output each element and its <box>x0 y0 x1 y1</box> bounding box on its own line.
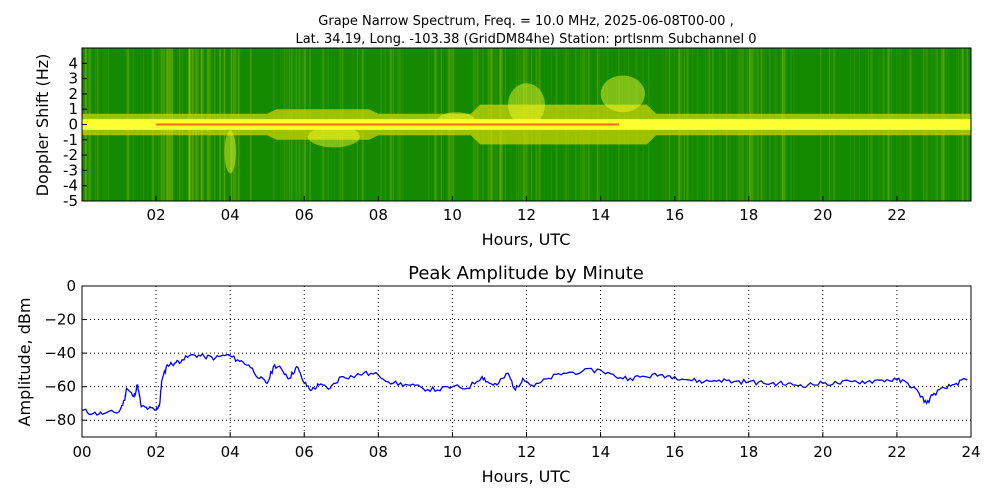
spectrogram-feature <box>308 126 360 148</box>
spectrogram-y-tick-label: 1 <box>68 100 78 118</box>
spectrogram-x-label: Hours, UTC <box>482 230 571 249</box>
spectrogram-y-tick-label: -2 <box>63 146 78 164</box>
spectrogram-x-tick-label: 20 <box>813 206 832 224</box>
amplitude-y-tick-label: −40 <box>44 344 76 362</box>
spectrogram-title-line2: Lat. 34.19, Long. -103.38 (GridDM84he) S… <box>295 32 756 47</box>
amplitude-y-tick-label: 0 <box>66 277 76 295</box>
spectrogram-y-tick-label: 4 <box>68 54 78 72</box>
spectrogram-x-tick-label: 02 <box>147 206 166 224</box>
spectrogram-y-tick-label: -4 <box>63 177 78 195</box>
amplitude-x-tick-label: 18 <box>739 443 758 461</box>
spectrogram-y-label: Doppler Shift (Hz) <box>33 54 52 197</box>
spectrogram-y-tick-label: -5 <box>63 192 78 210</box>
spectrogram-y-tick-label: 0 <box>68 116 78 134</box>
spectrogram-x-tick-label: 12 <box>517 206 536 224</box>
amplitude-x-tick-label: 00 <box>72 443 91 461</box>
amplitude-x-tick-label: 24 <box>961 443 980 461</box>
spectrogram-title-line1: Grape Narrow Spectrum, Freq. = 10.0 MHz,… <box>318 14 733 29</box>
spectrogram-feature <box>600 75 645 113</box>
amplitude-x-tick-label: 10 <box>443 443 462 461</box>
spectrogram-plot <box>82 48 971 201</box>
spectrogram-feature <box>224 130 236 174</box>
spectrogram-feature <box>508 83 545 126</box>
amplitude-grid <box>81 285 972 437</box>
amplitude-y-tick-label: −20 <box>44 311 76 329</box>
spectrogram-y-tick-label: 3 <box>68 70 78 88</box>
amplitude-series-line <box>82 352 968 416</box>
amplitude-x-tick-label: 14 <box>591 443 610 461</box>
spectrogram-y-tick-label: -1 <box>63 131 78 149</box>
spectrogram-x-tick-label: 18 <box>739 206 758 224</box>
amplitude-x-tick-label: 20 <box>813 443 832 461</box>
spectrogram-x-tick-label: 22 <box>887 206 906 224</box>
amplitude-y-tick-label: −80 <box>44 411 76 429</box>
amplitude-title: Peak Amplitude by Minute <box>408 263 644 284</box>
spectrogram-y-tick-label: -3 <box>63 161 78 179</box>
amplitude-x-tick-label: 06 <box>295 443 314 461</box>
spectrogram-x-tick-label: 04 <box>221 206 240 224</box>
spectrogram-x-tick-label: 08 <box>369 206 388 224</box>
amplitude-x-tick-label: 02 <box>147 443 166 461</box>
spectrogram-x-tick-label: 14 <box>591 206 610 224</box>
amplitude-x-tick-label: 22 <box>887 443 906 461</box>
spectrogram-x-tick-label: 16 <box>665 206 684 224</box>
spectrogram-features <box>224 75 645 174</box>
amplitude-y-tick-label: −60 <box>44 378 76 396</box>
amplitude-y-label: Amplitude, dBm <box>15 298 34 427</box>
amplitude-x-tick-label: 08 <box>369 443 388 461</box>
amplitude-x-tick-label: 12 <box>517 443 536 461</box>
spectrogram-x-tick-label: 06 <box>295 206 314 224</box>
spectrogram-x-ticks: 02 04 06 08 10 12 14 16 18 20 22 <box>147 196 906 224</box>
spectrogram-y-tick-label: 2 <box>68 85 78 103</box>
amplitude-y-ticks: 0 −20 −40 −60 −80 <box>44 277 87 429</box>
amplitude-x-ticks: 00 02 04 06 08 10 12 14 16 18 20 22 24 <box>72 432 981 461</box>
amplitude-x-tick-label: 16 <box>665 443 684 461</box>
amplitude-x-label: Hours, UTC <box>482 467 571 486</box>
amplitude-x-tick-label: 04 <box>221 443 240 461</box>
spectrogram-x-tick-label: 10 <box>443 206 462 224</box>
